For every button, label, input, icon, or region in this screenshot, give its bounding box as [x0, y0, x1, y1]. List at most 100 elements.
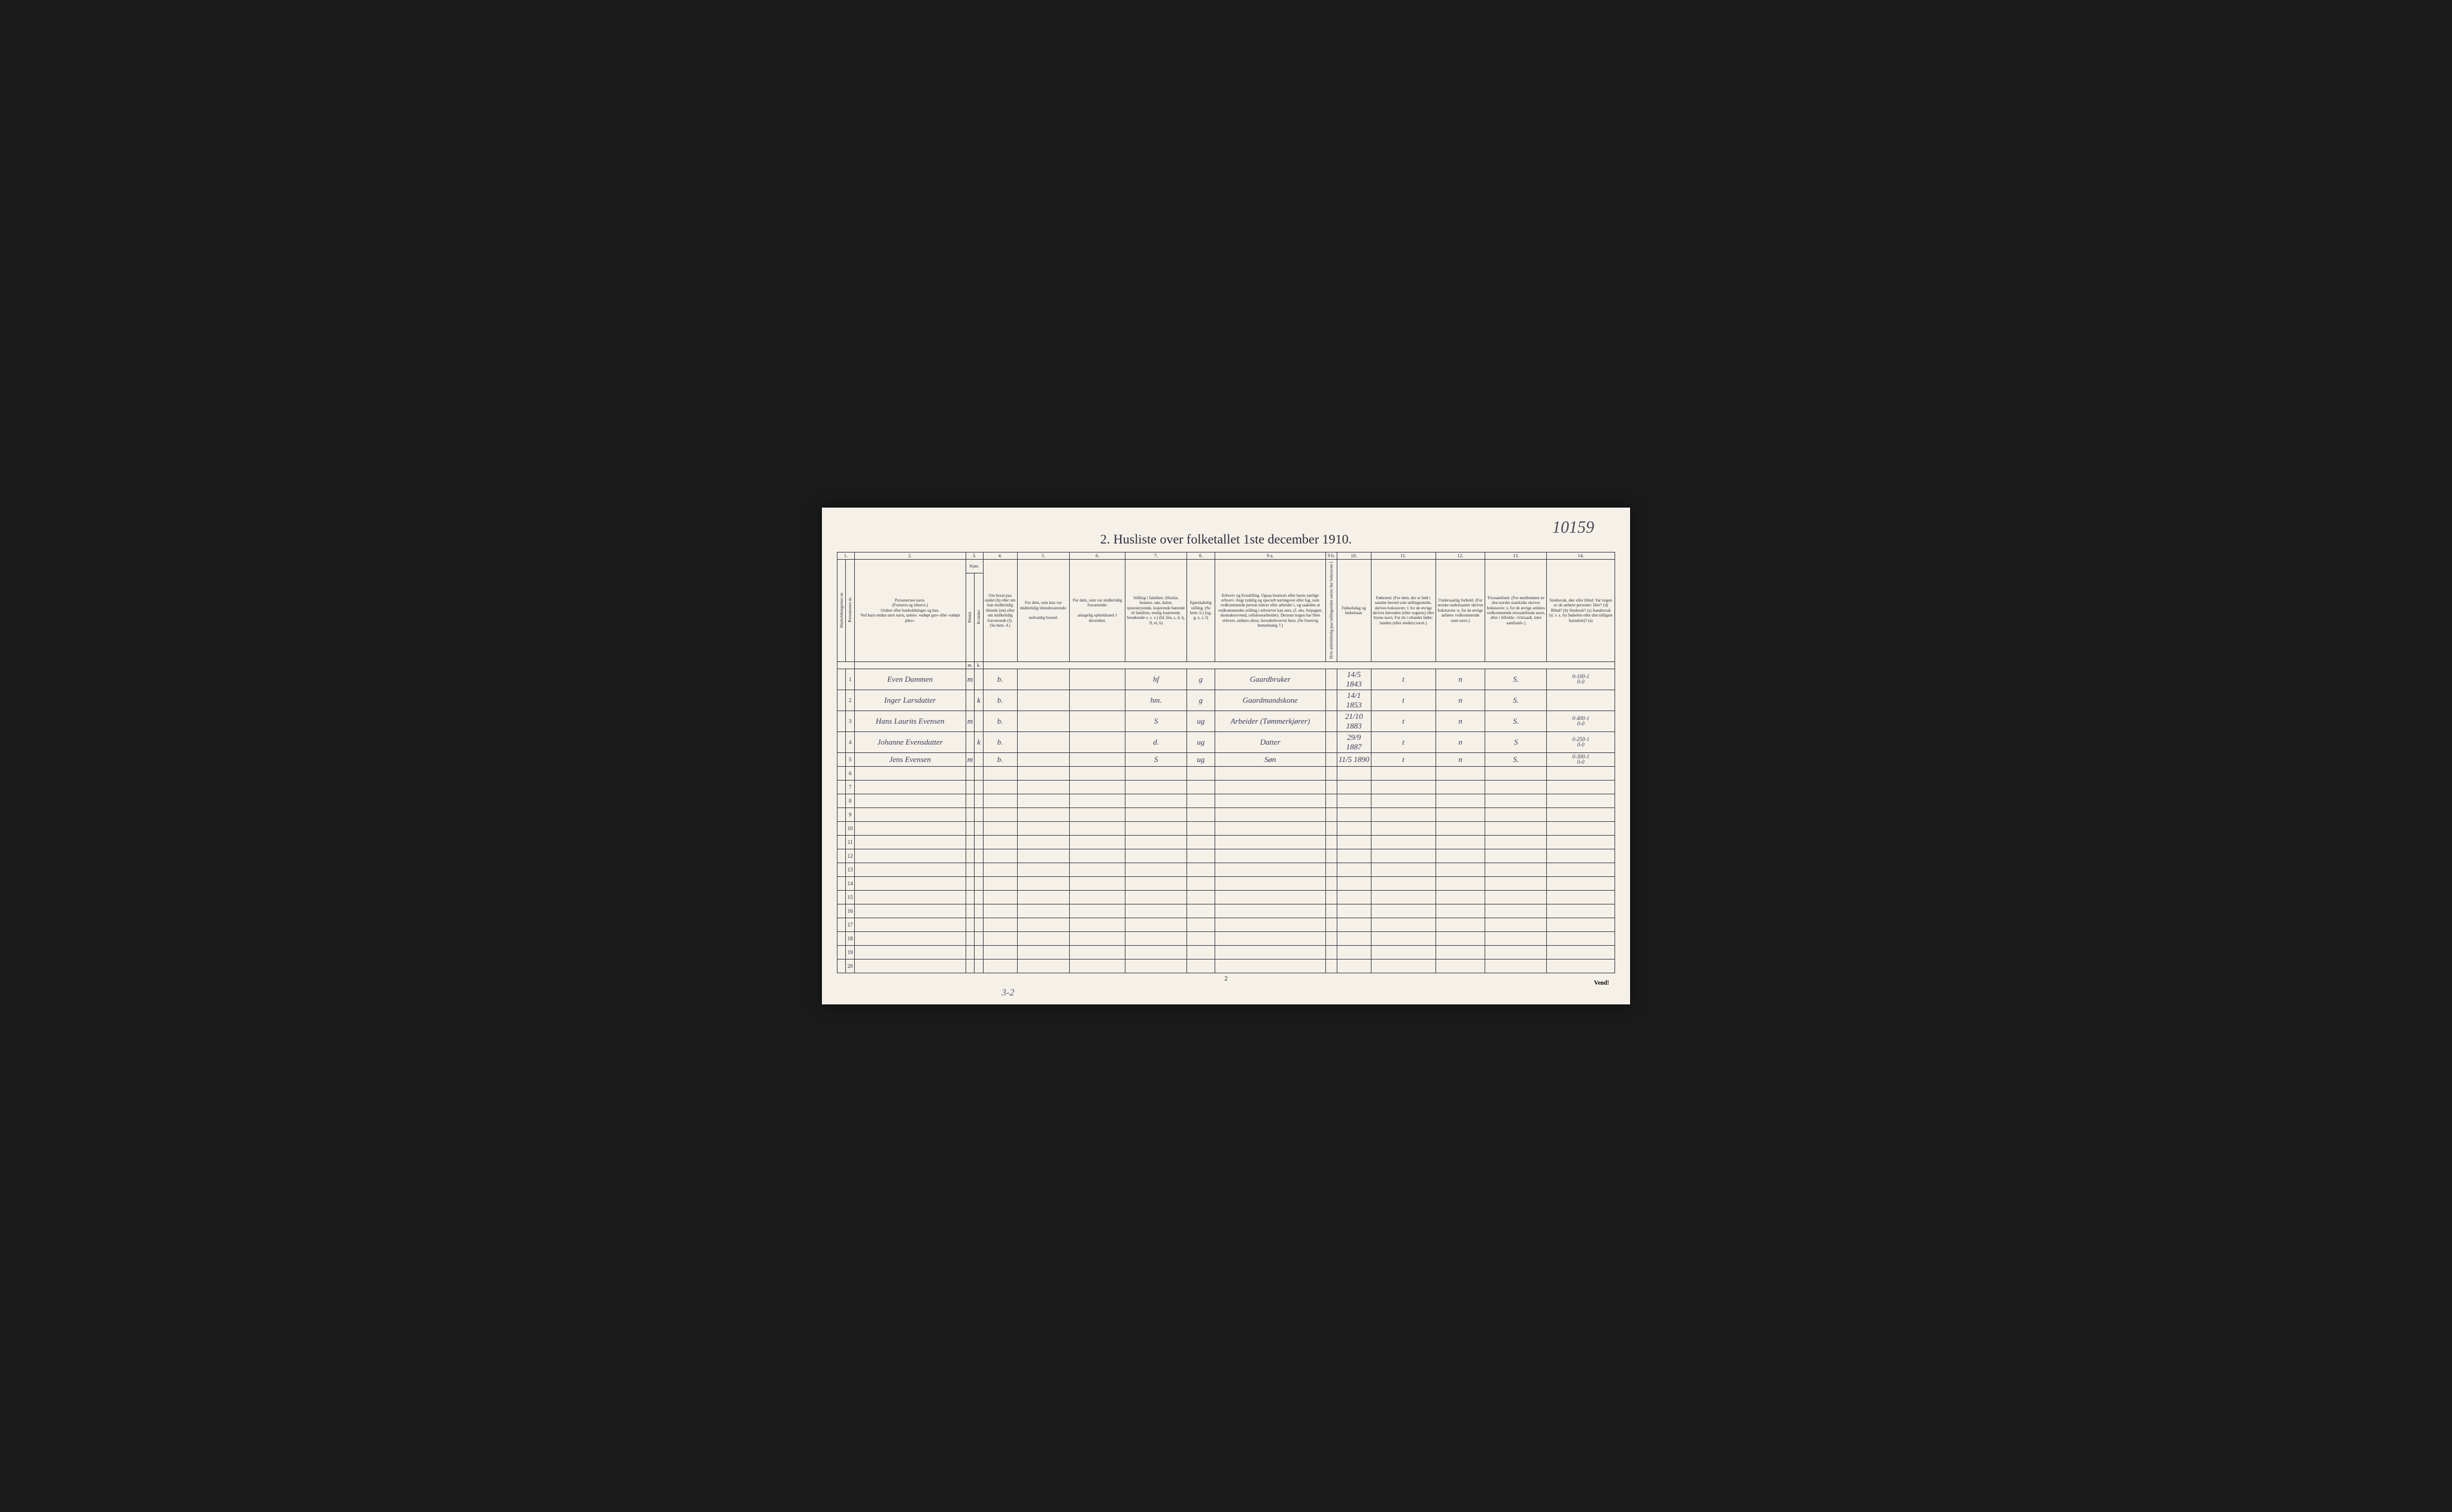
person-num-cell: 15: [846, 891, 854, 904]
empty-cell: [1187, 904, 1215, 918]
empty-cell: [1326, 946, 1337, 960]
empty-cell: [854, 836, 966, 849]
person-num-cell: 5: [846, 753, 854, 767]
hdr-household-nr: Husholdningernes nr.: [837, 560, 846, 662]
colnum-3: 3.: [966, 552, 983, 560]
birth-cell: 29/9 1887: [1337, 732, 1371, 753]
empty-cell: [1337, 849, 1371, 863]
table-row: 10: [837, 822, 1615, 836]
female-cell: k: [975, 732, 983, 753]
empty-cell: [1215, 849, 1326, 863]
colnum-2: 2.: [854, 552, 966, 560]
empty-cell: [975, 863, 983, 877]
empty-cell: [1187, 877, 1215, 891]
birth-cell: 11/5 1890: [1337, 753, 1371, 767]
empty-cell: [1125, 946, 1187, 960]
empty-cell: [966, 918, 975, 932]
empty-cell: [1485, 822, 1547, 836]
empty-cell: [1436, 904, 1485, 918]
empty-cell: [1125, 794, 1187, 808]
empty-cell: [1125, 863, 1187, 877]
empty-cell: [1215, 932, 1326, 946]
empty-cell: [983, 781, 1017, 794]
empty-cell: [983, 904, 1017, 918]
person-num-cell: 16: [846, 904, 854, 918]
empty-cell: [1485, 877, 1547, 891]
empty-cell: [1125, 808, 1187, 822]
hdr-religion: Trossamfund. (For medlemmer av den norsk…: [1485, 560, 1547, 662]
empty-cell: [1215, 946, 1326, 960]
empty-cell: [1187, 781, 1215, 794]
disability-cell: [1547, 690, 1615, 711]
marital-cell: ug: [1187, 732, 1215, 753]
empty-cell: [1070, 891, 1125, 904]
residence-cell: b.: [983, 669, 1017, 690]
household-cell: [837, 891, 846, 904]
occupation-cell: Gaardmandskone: [1215, 690, 1326, 711]
household-cell: [837, 781, 846, 794]
empty-cell: [1485, 849, 1547, 863]
person-num-cell: 1: [846, 669, 854, 690]
empty-cell: [1125, 822, 1187, 836]
empty-cell: [1187, 767, 1215, 781]
household-cell: [837, 946, 846, 960]
empty-cell: [1187, 808, 1215, 822]
person-num-cell: 14: [846, 877, 854, 891]
birth-cell: 21/10 1883: [1337, 711, 1371, 732]
empty-cell: [1337, 767, 1371, 781]
sub-m: m.: [966, 662, 975, 669]
empty-cell: [854, 891, 966, 904]
occupation-cell: Søn: [1215, 753, 1326, 767]
person-num-cell: 12: [846, 849, 854, 863]
empty-cell: [1070, 960, 1125, 973]
residence-cell: b.: [983, 711, 1017, 732]
household-cell: [837, 767, 846, 781]
disability-cell: 0-250-1 0-0: [1547, 732, 1615, 753]
family-cell: hf: [1125, 669, 1187, 690]
empty-cell: [1125, 877, 1187, 891]
empty-cell: [1337, 904, 1371, 918]
empty-cell: [1485, 960, 1547, 973]
empty-cell: [1125, 918, 1187, 932]
colnum-1: 1.: [837, 552, 855, 560]
empty-cell: [1070, 822, 1125, 836]
empty-cell: [975, 904, 983, 918]
empty-cell: [975, 877, 983, 891]
empty-cell: [1547, 946, 1615, 960]
empty-cell: [1070, 836, 1125, 849]
empty-cell: [975, 849, 983, 863]
empty-cell: [1017, 891, 1070, 904]
hdr-sex: Kjøn.: [966, 560, 983, 573]
person-num-cell: 19: [846, 946, 854, 960]
occupation-cell: Datter: [1215, 732, 1326, 753]
empty-cell: [975, 822, 983, 836]
bottom-handwritten-note: 3-2: [1002, 988, 1014, 998]
table-row: 16: [837, 904, 1615, 918]
empty-cell: [1070, 877, 1125, 891]
empty-cell: [1547, 767, 1615, 781]
empty-cell: [983, 836, 1017, 849]
empty-cell: [975, 932, 983, 946]
male-cell: m: [966, 669, 975, 690]
colnum-11: 11.: [1371, 552, 1436, 560]
empty-cell: [1017, 767, 1070, 781]
empty-cell: [854, 932, 966, 946]
empty-cell: [1436, 960, 1485, 973]
table-row: 14: [837, 877, 1615, 891]
household-cell: [837, 877, 846, 891]
unemployed-cell: [1326, 732, 1337, 753]
birthplace-cell: t: [1371, 669, 1436, 690]
empty-cell: [1070, 863, 1125, 877]
colnum-14: 14.: [1547, 552, 1615, 560]
empty-cell: [1436, 946, 1485, 960]
temp-absent-cell: [1070, 753, 1125, 767]
empty-cell: [1436, 808, 1485, 822]
birthplace-cell: t: [1371, 690, 1436, 711]
empty-cell: [1547, 808, 1615, 822]
nationality-cell: n: [1436, 711, 1485, 732]
empty-cell: [975, 767, 983, 781]
mk-row: m. k.: [837, 662, 1615, 669]
empty-cell: [1215, 781, 1326, 794]
disability-cell: 0-400-1 0-0: [1547, 711, 1615, 732]
person-num-cell: 10: [846, 822, 854, 836]
